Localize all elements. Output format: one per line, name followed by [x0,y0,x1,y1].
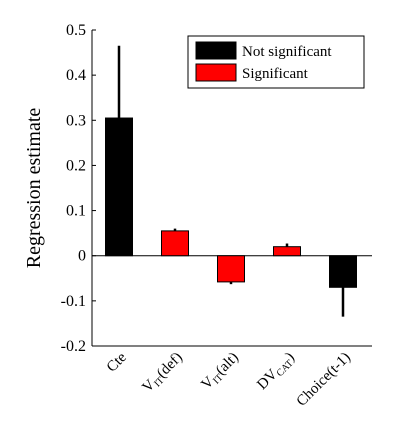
bar-3 [273,246,301,257]
bars [105,117,357,288]
legend-swatch-1 [195,63,237,82]
bar-1 [161,230,189,257]
bar-4 [329,255,357,288]
x-tick-label-2: VIT(alt) [198,350,243,395]
error-bars [117,45,345,317]
y-axis-label: Regression estimate [23,108,45,269]
legend-label-0: Not significant [242,44,332,60]
x-tick-label-main: Choice(t-1) [294,350,354,410]
y-tick-label: -0.1 [61,293,86,310]
y-tick-label: 0.2 [66,157,86,174]
y-tick-label: 0 [78,248,86,265]
x-tick-label-3: DVCAT) [254,350,299,395]
legend-swatch-0 [195,41,237,60]
y-tick-label: 0.4 [66,67,86,84]
x-tick-label-1: VIT(def) [140,350,188,398]
legend: Not significant Significant [187,35,365,89]
x-tick-labels: Cte VIT(def)VIT(alt)DVCAT)Choice(t-1) [104,349,354,409]
x-tick-label-main: Cte [104,349,130,375]
y-tick-label: 0.5 [66,22,86,39]
y-tick-label: 0.1 [66,203,86,220]
y-ticks: -0.2 -0.1 0 0.1 0.2 0.3 0.4 0.5 [61,22,96,355]
y-tick-label: -0.2 [61,338,86,355]
legend-label-1: Significant [242,66,309,82]
bar-2 [217,255,245,283]
y-tick-label: 0.3 [66,112,86,129]
bar-0 [105,117,133,257]
x-tick-label-0: Cte [104,349,130,375]
x-tick-label-4: Choice(t-1) [294,350,354,410]
